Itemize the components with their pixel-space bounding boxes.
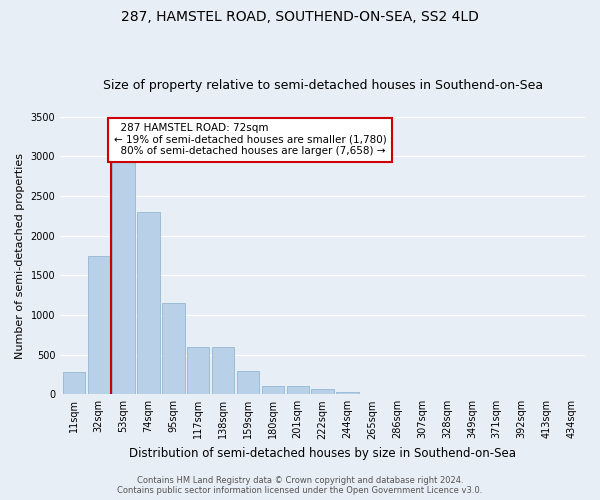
Text: 287 HAMSTEL ROAD: 72sqm
← 19% of semi-detached houses are smaller (1,780)
  80% : 287 HAMSTEL ROAD: 72sqm ← 19% of semi-de… xyxy=(113,123,386,156)
Bar xyxy=(137,212,160,394)
X-axis label: Distribution of semi-detached houses by size in Southend-on-Sea: Distribution of semi-detached houses by … xyxy=(129,447,516,460)
Bar xyxy=(262,386,284,394)
Bar xyxy=(287,386,309,394)
Bar xyxy=(237,372,259,394)
Bar xyxy=(162,303,185,394)
Bar xyxy=(187,346,209,395)
Bar xyxy=(336,392,359,394)
Bar xyxy=(311,389,334,394)
Bar xyxy=(62,372,85,394)
Bar xyxy=(212,346,234,395)
Text: Contains HM Land Registry data © Crown copyright and database right 2024.
Contai: Contains HM Land Registry data © Crown c… xyxy=(118,476,482,495)
Bar xyxy=(88,256,110,394)
Title: Size of property relative to semi-detached houses in Southend-on-Sea: Size of property relative to semi-detach… xyxy=(103,79,542,92)
Text: 287, HAMSTEL ROAD, SOUTHEND-ON-SEA, SS2 4LD: 287, HAMSTEL ROAD, SOUTHEND-ON-SEA, SS2 … xyxy=(121,10,479,24)
Y-axis label: Number of semi-detached properties: Number of semi-detached properties xyxy=(15,152,25,358)
Bar xyxy=(112,156,135,394)
